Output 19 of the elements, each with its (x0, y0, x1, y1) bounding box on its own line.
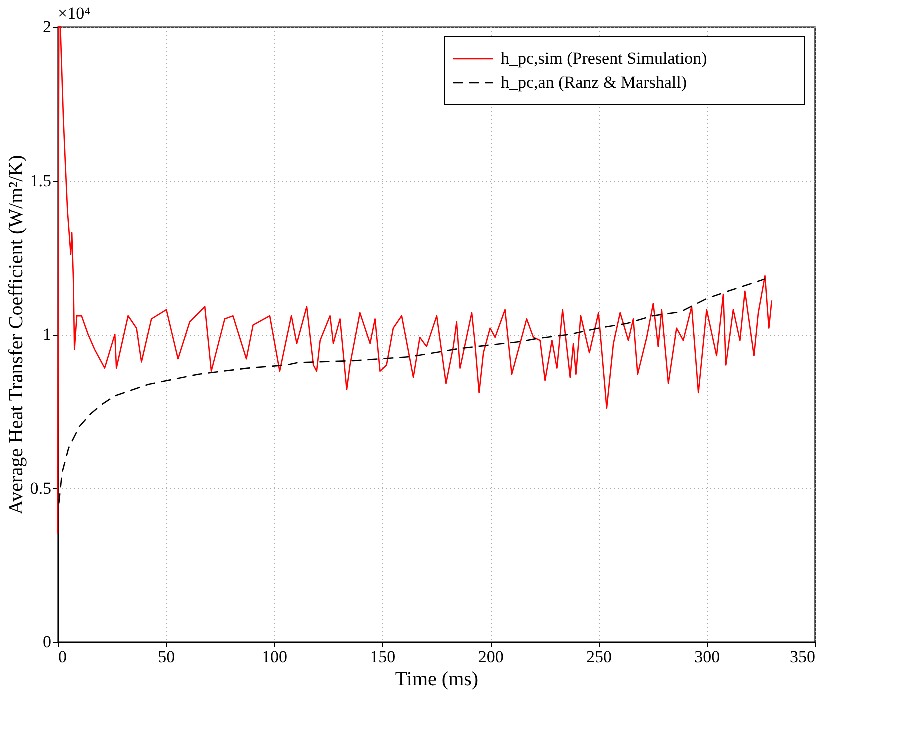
y-tick-label: 1.5 (30, 171, 52, 190)
y-tick-label: 0.5 (30, 478, 52, 498)
x-tick-label: 250 (586, 648, 612, 666)
x-tick-label: 150 (370, 648, 396, 666)
legend-label: h_pc,an (Ranz & Marshall) (501, 73, 687, 92)
x-tick-label: 350 (790, 648, 816, 666)
x-tick-label: 50 (158, 648, 176, 666)
y-tick-label: 2 (43, 18, 52, 36)
y-tick-label: 1 (43, 325, 52, 344)
text: ×10⁴ (58, 4, 91, 23)
y-tick-label: 0 (43, 632, 52, 652)
legend-label: h_pc,sim (Present Simulation) (501, 49, 708, 68)
y-axis-title: Average Heat Transfer Coefficient (W/m²/K) (5, 155, 28, 515)
x-tick-label: 0 (58, 648, 67, 666)
x-tick-label: 100 (262, 648, 288, 666)
x-tick-label: 300 (694, 648, 720, 666)
x-tick-label: 200 (478, 648, 504, 666)
line-series (57, 26, 773, 536)
x-axis-title: Time (ms) (395, 668, 479, 690)
